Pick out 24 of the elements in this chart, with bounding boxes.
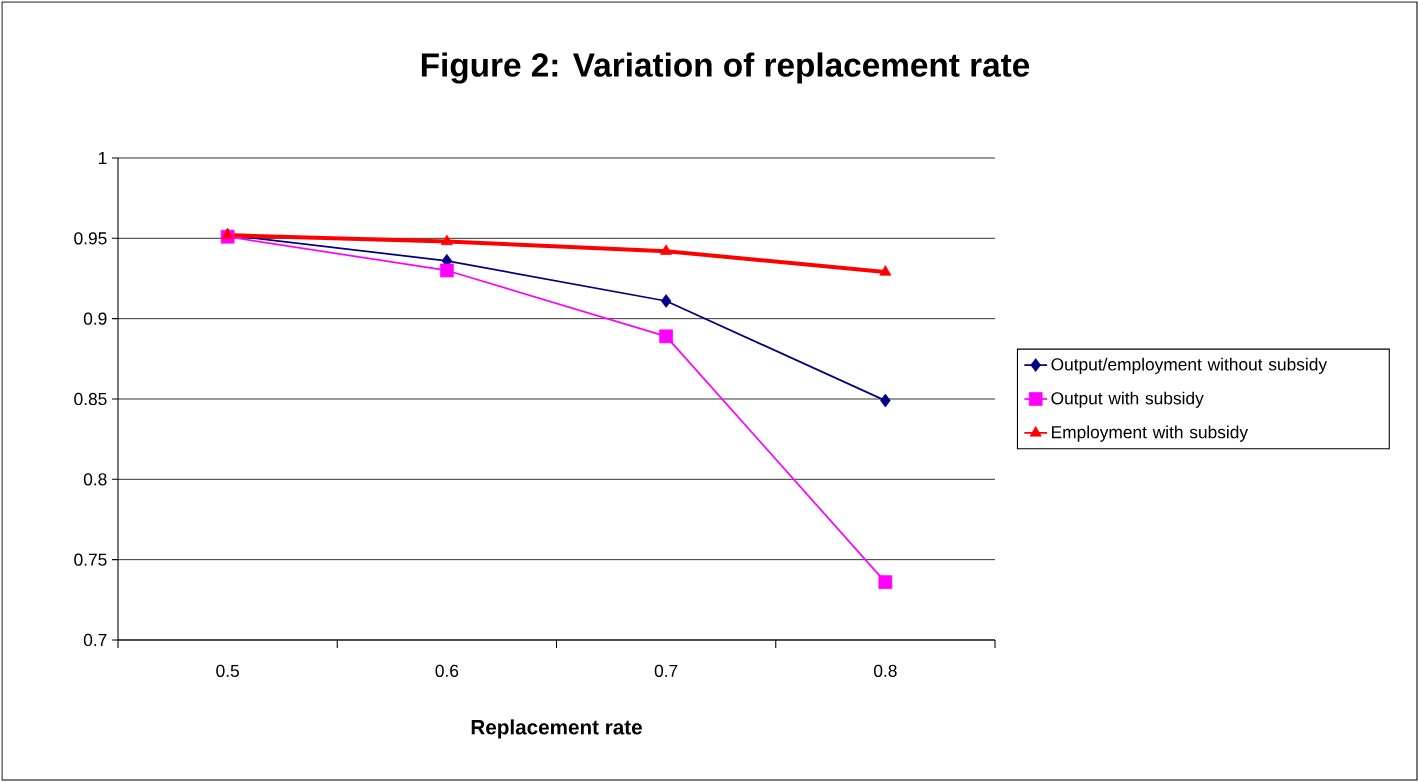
x-tick-label: 0.6 bbox=[435, 664, 459, 677]
point bbox=[878, 575, 893, 589]
y-tick-label: 0.85 bbox=[74, 392, 107, 406]
point bbox=[659, 329, 673, 344]
legend-label: Output/employment without subsidy bbox=[1051, 357, 1328, 374]
y-tick-label: 0.9 bbox=[83, 312, 107, 325]
y-tick-label: 0.7 bbox=[83, 633, 107, 647]
legend-label: Output with subsidy bbox=[1051, 391, 1204, 408]
y-tick-label: 0.75 bbox=[74, 553, 107, 566]
point bbox=[660, 294, 672, 308]
point bbox=[660, 244, 673, 255]
legend-label: Employment with subsidy bbox=[1052, 425, 1249, 442]
chart-title: Figure 2: Variation of replacement rate bbox=[421, 52, 1030, 84]
point bbox=[440, 263, 454, 278]
point bbox=[440, 234, 453, 246]
y-tick-label: 0.95 bbox=[74, 232, 107, 245]
x-axis-title: Replacement rate bbox=[471, 719, 642, 739]
point bbox=[880, 393, 891, 408]
x-tick-label: 0.8 bbox=[874, 664, 897, 677]
x-tick-label: 0.7 bbox=[654, 664, 678, 677]
x-tick-label: 0.5 bbox=[216, 664, 239, 677]
y-tick-label: 1 bbox=[98, 152, 107, 164]
point bbox=[879, 265, 892, 276]
y-tick-label: 0.8 bbox=[83, 473, 107, 486]
